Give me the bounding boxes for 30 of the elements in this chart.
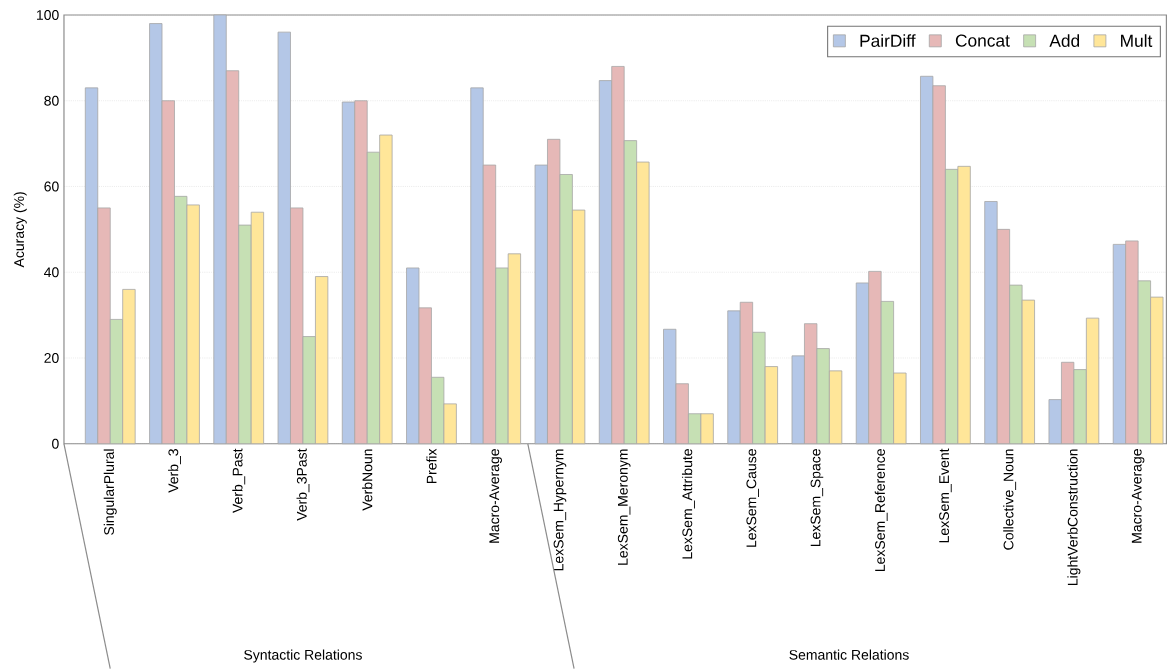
x-tick-label: LexSem_Event	[939, 448, 952, 543]
x-tick-label: LightVerbConstruction	[1067, 449, 1081, 585]
text: Syntactic Relations	[244, 649, 362, 663]
x-tick-label: LexSem_Hypernym	[553, 449, 567, 571]
x-tick-label: Prefix	[426, 448, 437, 483]
x-tick-label: VerbNoun	[362, 449, 373, 511]
legend-label: Mult	[1121, 34, 1153, 47]
legend-label: Add	[1049, 34, 1080, 47]
y-tick-label: 100	[36, 9, 59, 20]
y-tick-label: 0	[52, 438, 59, 449]
y-tick-label: 80	[44, 95, 59, 106]
legend-label: PairDiff	[860, 34, 916, 47]
y-tick-label: 20	[44, 352, 59, 363]
x-tick-label: LexSem_Attribute	[681, 449, 695, 559]
x-tick-label: SingularPlural	[103, 449, 117, 535]
x-tick-label: LexSem_Cause	[746, 449, 759, 547]
x-tick-label: LexSem_Space	[810, 449, 824, 546]
text: Semantic Relations	[789, 649, 909, 660]
x-tick-label: Collective_Noun	[1003, 449, 1017, 550]
x-tick-label: LexSem_Reference	[874, 449, 888, 571]
x-tick-label: Verb_3Past	[296, 448, 310, 521]
x-tick-label: Verb_3	[168, 448, 181, 493]
x-tick-label: Verb_Past	[232, 448, 246, 513]
legend-label: Concat	[955, 34, 1010, 47]
x-tick-label: Macro-Average	[489, 449, 502, 543]
y-tick-label: 60	[44, 181, 59, 192]
y-axis-title: Acuracy (%)	[13, 192, 27, 268]
x-tick-label: LexSem_Meronym	[617, 449, 631, 565]
y-tick-label: 40	[44, 267, 59, 278]
x-tick-label: Macro-Average	[1131, 449, 1145, 543]
